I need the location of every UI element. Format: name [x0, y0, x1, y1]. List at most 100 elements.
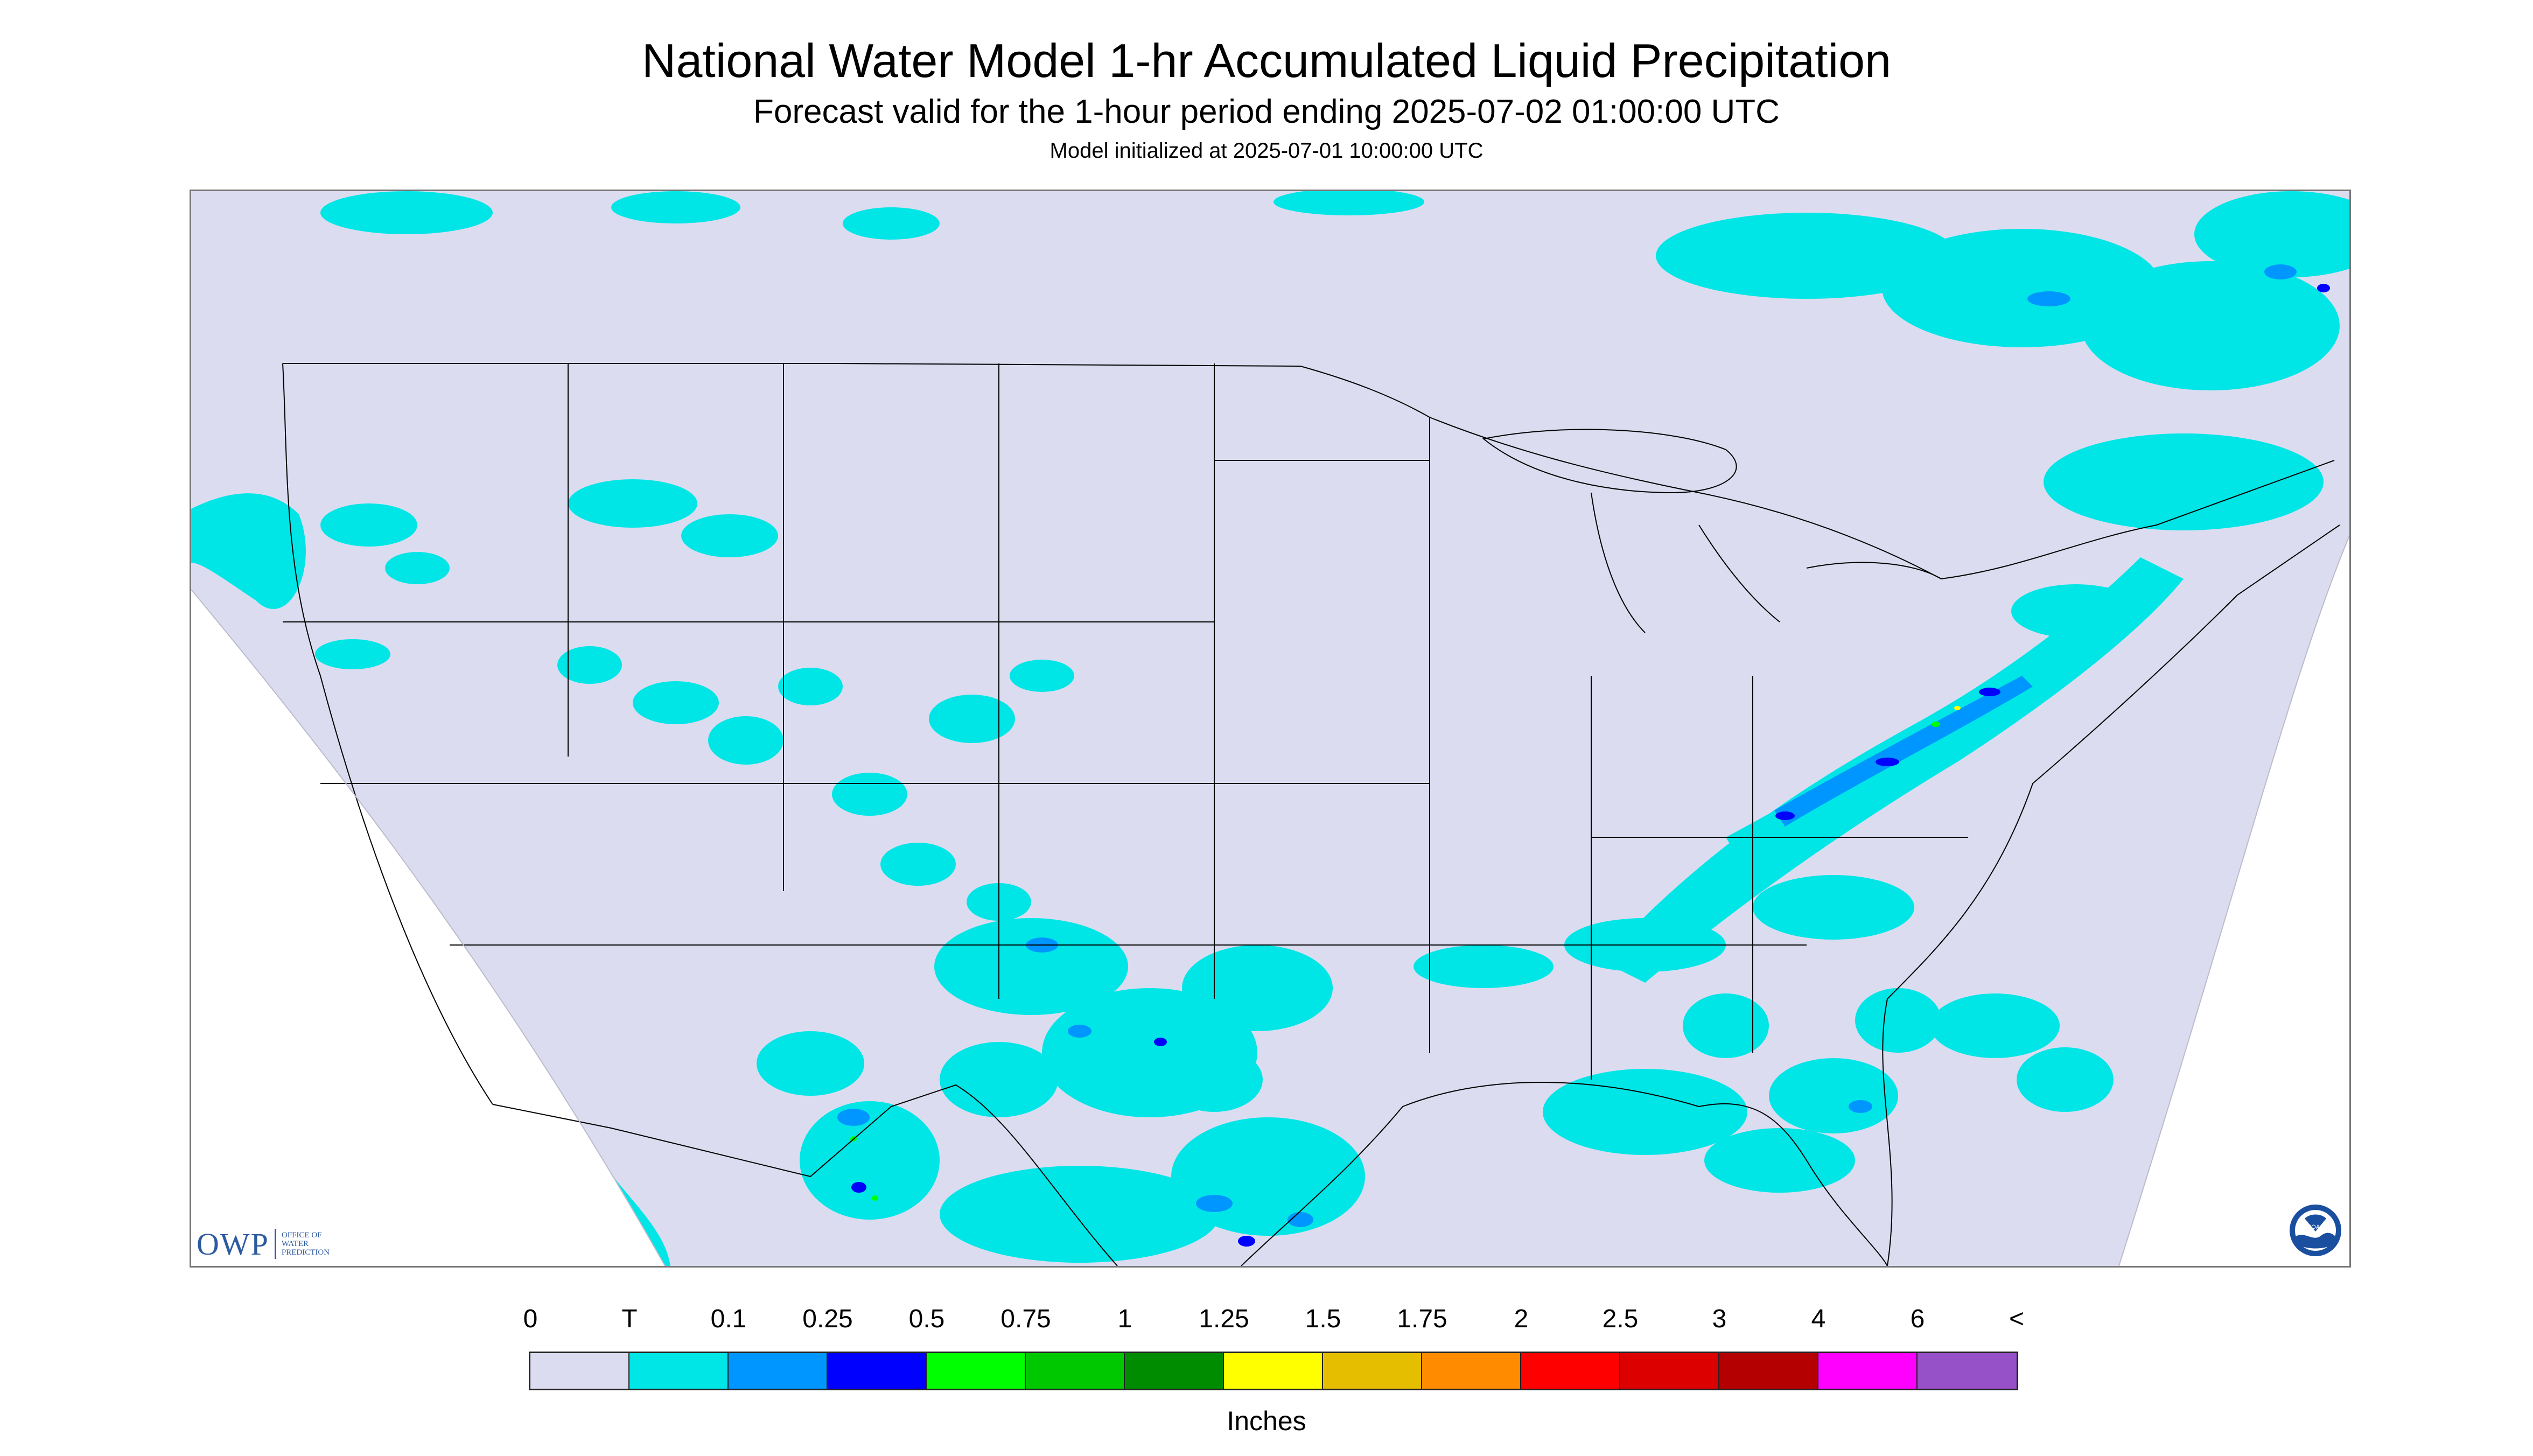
precip-cell [851, 1182, 866, 1193]
model-init-line: Model initialized at 2025-07-01 10:00:00… [1049, 139, 1484, 163]
precip-cell [633, 681, 719, 724]
legend-swatch [530, 1353, 629, 1389]
legend-swatch [1620, 1353, 1719, 1389]
precip-cell [1171, 1117, 1365, 1236]
legend-tick-label: 0.5 [908, 1305, 945, 1333]
precip-cell [1849, 1100, 1872, 1113]
precip-cell [1774, 676, 2033, 827]
precip-cell [2017, 1047, 2114, 1112]
precip-cell [320, 503, 417, 547]
legend-tick-label: 2 [1514, 1305, 1529, 1333]
precip-cell [557, 646, 622, 684]
precip-cell [2044, 433, 2324, 530]
model-domain [191, 191, 2349, 1266]
precip-cell [2027, 291, 2070, 306]
precip-cell [385, 552, 450, 584]
owp-logo-mark: OWP [197, 1226, 269, 1262]
precip-cell [1753, 875, 1914, 940]
precip-cell [1543, 1069, 1747, 1155]
owp-logo-line: WATER [281, 1240, 309, 1248]
precip-cell [843, 207, 940, 240]
boundary-line [1482, 429, 1737, 494]
legend-swatch [1026, 1353, 1125, 1389]
precip-cell [929, 695, 1015, 743]
boundary-line [283, 363, 2335, 580]
precip-cell [1154, 1038, 1167, 1046]
legend-tick-label: 1.75 [1397, 1305, 1447, 1333]
precip-cell [315, 639, 390, 669]
legend-swatch [1918, 1353, 2017, 1389]
precip-cell [1196, 1195, 1233, 1212]
precipitation-layer [191, 191, 2349, 1266]
boundary-line [1241, 1082, 1888, 1266]
precip-cell [681, 514, 778, 557]
legend-swatch [1422, 1353, 1521, 1389]
precipitation-map [190, 190, 2351, 1268]
precip-cell [757, 1031, 864, 1096]
precip-cell [2011, 584, 2140, 638]
precip-cell [2264, 264, 2297, 279]
legend-swatch [1125, 1353, 1224, 1389]
legend-tick-label: 3 [1712, 1305, 1727, 1333]
precip-cell [940, 1166, 1220, 1263]
precip-cell [880, 843, 956, 886]
precip-cell [778, 668, 843, 705]
legend-units: Inches [1227, 1406, 1306, 1436]
legend-swatch [927, 1353, 1026, 1389]
legend-tick-label: 0.25 [802, 1305, 853, 1333]
precip-cell [832, 773, 907, 816]
precip-cell [1932, 722, 1940, 727]
precip-cell [611, 191, 740, 223]
precip-cell [1182, 945, 1333, 1031]
legend-swatch [729, 1353, 828, 1389]
precip-cell [2317, 284, 2330, 292]
owp-logo-line: OFFICE OF [281, 1231, 322, 1240]
precip-cell [191, 493, 306, 610]
precip-cell [872, 1195, 878, 1201]
precip-cell [934, 918, 1128, 1015]
precip-cell [1414, 945, 1554, 988]
legend-tick-label: 4 [1811, 1305, 1826, 1333]
legend-tick-label: T [621, 1305, 638, 1333]
owp-logo: OWP OFFICE OF WATER PREDICTION [197, 1225, 330, 1263]
precip-cell [2194, 191, 2349, 277]
precip-cell [940, 1042, 1058, 1117]
precip-cell [1068, 1025, 1091, 1038]
legend-swatch [629, 1353, 729, 1389]
boundary-lines [282, 363, 2340, 1266]
precip-cell [1979, 688, 2000, 696]
legend-tick-label: < [2009, 1305, 2025, 1333]
boundary-line [1698, 524, 1780, 622]
legend-swatch [1818, 1353, 1918, 1389]
precip-cell [1954, 706, 1961, 710]
domain-edge [191, 535, 2349, 1266]
precip-cell [1166, 1047, 1263, 1112]
legend-tick-label: 1.5 [1305, 1305, 1341, 1333]
boundary-line [492, 1084, 1118, 1266]
precip-east-band [1602, 557, 2184, 983]
precip-south-central [757, 918, 1365, 1263]
legend-color-bar [529, 1352, 2018, 1390]
precip-canada [320, 191, 2349, 530]
legend-tick-label: 0.1 [710, 1305, 747, 1333]
precip-cell [708, 716, 783, 765]
legend-tick-label: 1.25 [1199, 1305, 1249, 1333]
map-title: National Water Model 1-hr Accumulated Li… [641, 34, 1892, 87]
legend-tick-label: 6 [1910, 1305, 1925, 1333]
precip-cell [800, 1101, 940, 1220]
legend-tick-label: 0 [523, 1305, 538, 1333]
owp-logo-line: PREDICTION [281, 1248, 330, 1257]
legend-tick-label: 2.5 [1602, 1305, 1639, 1333]
legend-tick-label: 0.75 [1000, 1305, 1051, 1333]
precip-cell [1288, 1212, 1313, 1227]
legend-swatch [1323, 1353, 1422, 1389]
precip-cell [1274, 191, 1424, 215]
precip-west [315, 479, 1074, 921]
map-subtitle: Forecast valid for the 1-hour period end… [753, 93, 1780, 130]
owp-logo-divider [274, 1229, 276, 1259]
precip-cell [320, 191, 493, 234]
precip-cell [837, 1109, 870, 1126]
boundary-line [282, 363, 493, 1105]
precip-cell [1775, 811, 1795, 820]
boundary-line [1882, 524, 2340, 1266]
